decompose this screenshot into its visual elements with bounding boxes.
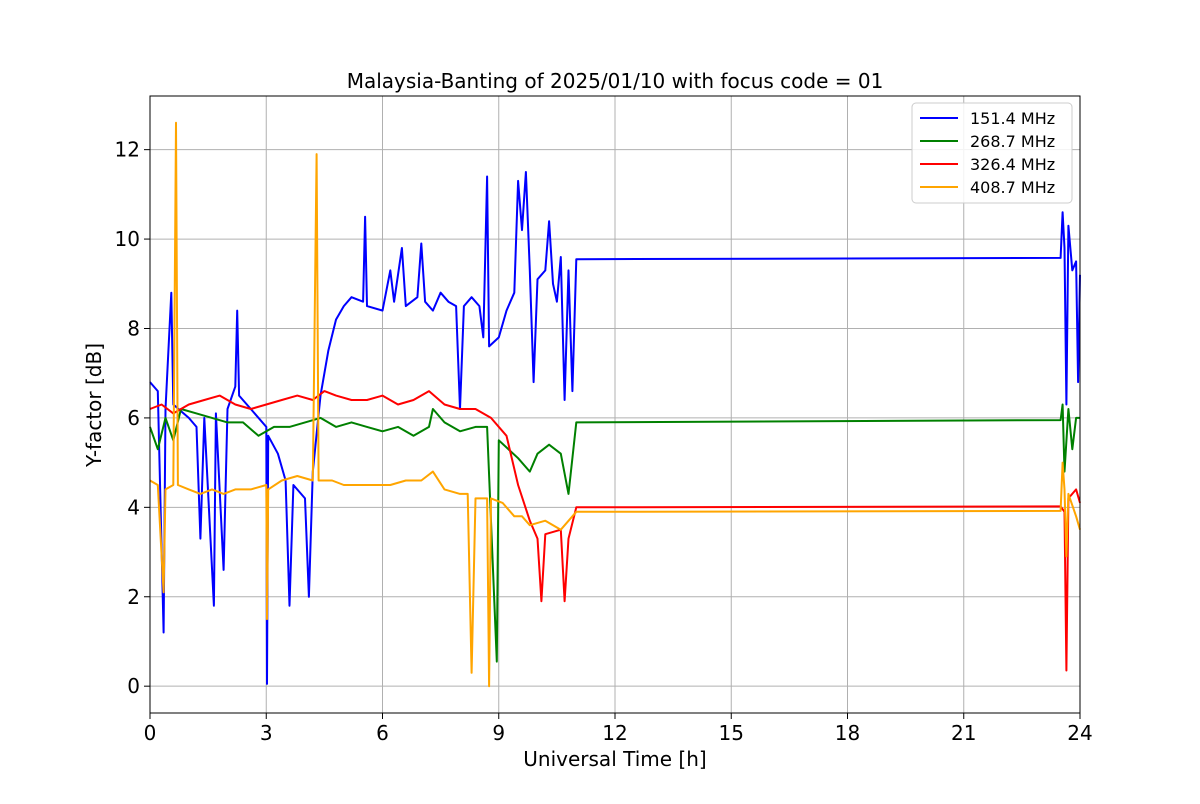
legend-label: 268.7 MHz <box>970 132 1055 151</box>
y-tick-label: 2 <box>127 585 140 609</box>
chart-title: Malaysia-Banting of 2025/01/10 with focu… <box>347 69 884 93</box>
legend-box <box>911 102 1073 204</box>
y-tick-label: 10 <box>115 227 140 251</box>
series-layer <box>149 121 1081 688</box>
x-tick-label: 18 <box>835 721 860 745</box>
y-tick-label: 6 <box>127 406 140 430</box>
x-tick-label: 9 <box>492 721 505 745</box>
legend: 151.4 MHz 268.7 MHz 326.4 MHz 408.7 MHz <box>911 102 1073 204</box>
y-tick-label: 4 <box>127 495 140 519</box>
x-tick-label: 0 <box>144 721 157 745</box>
legend-label: 408.7 MHz <box>970 178 1055 197</box>
x-tick-label: 3 <box>260 721 273 745</box>
series-line-268-7-mhz <box>149 403 1080 663</box>
x-axis-label: Universal Time [h] <box>523 747 706 771</box>
y-axis-label: Y-factor [dB] <box>82 343 106 468</box>
x-tick-label: 6 <box>376 721 389 745</box>
x-tick-label: 21 <box>951 721 976 745</box>
series-line-408-7-mhz <box>149 121 1081 688</box>
y-tick-label: 12 <box>115 138 140 162</box>
x-tick-label: 15 <box>719 721 744 745</box>
y-tick-label: 8 <box>127 316 140 340</box>
x-tick-label: 12 <box>602 721 627 745</box>
legend-label: 326.4 MHz <box>970 155 1055 174</box>
y-tick-label: 0 <box>127 674 140 698</box>
series-line-326-4-mhz <box>149 390 1081 672</box>
legend-label: 151.4 MHz <box>970 109 1055 128</box>
series-line-151-4-mhz <box>149 171 1081 685</box>
x-tick-label: 24 <box>1067 721 1092 745</box>
